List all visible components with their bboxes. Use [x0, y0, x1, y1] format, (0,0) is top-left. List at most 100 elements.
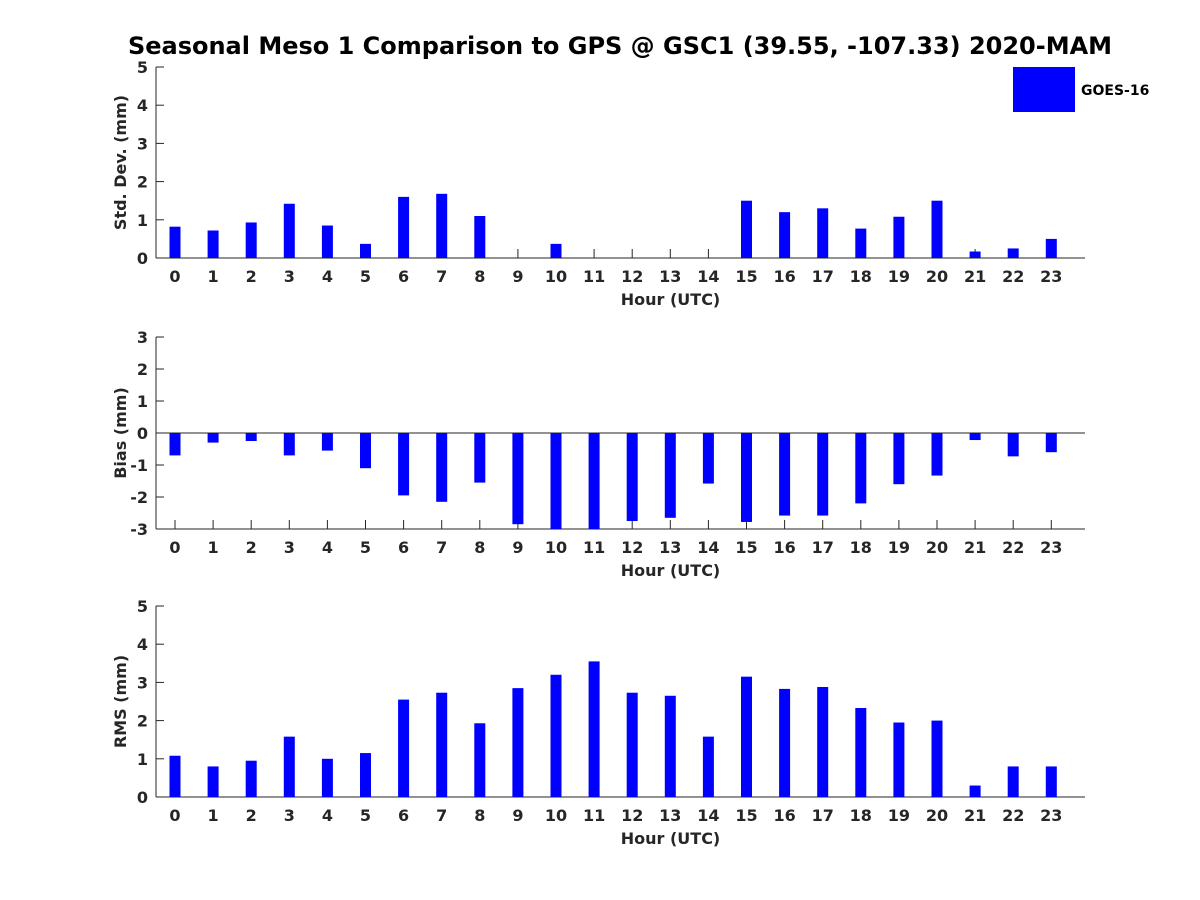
rms-x-tick-label: 7 — [436, 806, 447, 825]
std-dev-x-tick-label: 12 — [621, 267, 643, 286]
rms-bar — [512, 688, 524, 797]
std-dev-bar — [741, 200, 752, 258]
std-dev-x-tick-label: 20 — [926, 267, 948, 286]
std-dev-x-tick-label: 6 — [398, 267, 409, 286]
rms-x-tick-label: 10 — [545, 806, 567, 825]
bias-bar — [1007, 433, 1019, 457]
std-dev-y-tick-label: 2 — [137, 173, 148, 192]
bias-x-axis-label: Hour (UTC) — [621, 561, 721, 580]
rms-bar — [245, 760, 257, 797]
bias-bar — [169, 433, 181, 456]
rms-bar — [474, 723, 486, 797]
bias-x-tick-label: 14 — [697, 538, 719, 557]
rms-x-tick-label: 19 — [888, 806, 910, 825]
bias-bar — [741, 433, 752, 522]
bias-bar — [626, 433, 638, 521]
std-dev-bar — [321, 225, 333, 258]
rms-x-tick-label: 4 — [322, 806, 333, 825]
bias-x-tick-label: 0 — [169, 538, 180, 557]
std-dev-y-tick-label: 5 — [137, 58, 148, 77]
std-dev-bar — [1007, 248, 1019, 258]
rms-y-axis-label: RMS (mm) — [111, 655, 130, 748]
bias-x-tick-label: 1 — [208, 538, 219, 557]
bias-bar — [550, 433, 562, 529]
std-dev-x-tick-label: 23 — [1040, 267, 1062, 286]
rms-x-tick-label: 5 — [360, 806, 371, 825]
bias-x-tick-label: 4 — [322, 538, 333, 557]
std-dev-x-tick-label: 1 — [208, 267, 219, 286]
std-dev-x-tick-label: 10 — [545, 267, 567, 286]
bias-y-tick-label: -2 — [130, 488, 148, 507]
bias-bar — [360, 433, 371, 469]
bias-bar — [283, 433, 295, 456]
bias-y-tick-label: 0 — [137, 424, 148, 443]
rms-x-axis-label: Hour (UTC) — [621, 829, 721, 848]
std-dev-x-tick-label: 14 — [697, 267, 719, 286]
bias-x-tick-label: 5 — [360, 538, 371, 557]
figure-title: Seasonal Meso 1 Comparison to GPS @ GSC1… — [128, 32, 1112, 60]
rms-x-tick-label: 21 — [964, 806, 986, 825]
rms-bar — [931, 720, 943, 797]
std-dev-y-tick-label: 3 — [137, 134, 148, 153]
std-dev-y-tick-label: 0 — [137, 249, 148, 268]
bias-bar — [588, 433, 600, 529]
rms-x-tick-label: 20 — [926, 806, 948, 825]
bias-x-tick-label: 17 — [812, 538, 834, 557]
bias-x-tick-label: 9 — [512, 538, 523, 557]
bias-x-tick-label: 2 — [246, 538, 257, 557]
rms-bar — [1045, 766, 1057, 797]
std-dev-y-axis-label: Std. Dev. (mm) — [111, 95, 130, 230]
rms-x-tick-label: 3 — [284, 806, 295, 825]
rms-y-tick-label: 3 — [137, 673, 148, 692]
std-dev-x-tick-label: 16 — [773, 267, 795, 286]
rms-bar — [550, 674, 562, 797]
bias-x-tick-label: 10 — [545, 538, 567, 557]
bias-y-tick-label: -1 — [130, 456, 148, 475]
rms-x-tick-label: 16 — [773, 806, 795, 825]
legend-swatch — [1013, 67, 1075, 112]
bias-y-tick-label: 1 — [137, 392, 148, 411]
std-dev-x-tick-label: 22 — [1002, 267, 1024, 286]
rms-x-tick-label: 1 — [208, 806, 219, 825]
rms-bar — [969, 785, 981, 797]
rms-bar — [360, 753, 371, 797]
bias-x-tick-label: 18 — [850, 538, 872, 557]
bias-bar — [207, 433, 219, 443]
std-dev-x-tick-label: 17 — [812, 267, 834, 286]
bias-x-tick-label: 8 — [474, 538, 485, 557]
std-dev-x-tick-label: 8 — [474, 267, 485, 286]
std-dev-bar — [245, 222, 257, 258]
rms-y-tick-label: 0 — [137, 788, 148, 807]
rms-y-tick-label: 2 — [137, 712, 148, 731]
bias-bar — [321, 433, 333, 451]
std-dev-bar — [969, 251, 981, 258]
bias-bar — [779, 433, 791, 516]
bias-x-tick-label: 3 — [284, 538, 295, 557]
std-dev-bar — [1045, 238, 1057, 258]
bias-y-tick-label: 2 — [137, 360, 148, 379]
std-dev-bar — [207, 230, 219, 258]
bias-x-tick-label: 6 — [398, 538, 409, 557]
std-dev-bar — [893, 216, 905, 258]
rms-bar — [817, 686, 829, 797]
rms-x-tick-label: 11 — [583, 806, 605, 825]
rms-x-tick-label: 2 — [246, 806, 257, 825]
std-dev-x-axis-label: Hour (UTC) — [621, 290, 721, 309]
rms-bar — [626, 692, 638, 797]
rms-y-tick-label: 4 — [137, 635, 148, 654]
rms-bar — [321, 758, 333, 797]
rms-x-tick-label: 9 — [512, 806, 523, 825]
std-dev-x-tick-label: 5 — [360, 267, 371, 286]
rms-x-tick-label: 0 — [169, 806, 180, 825]
bias-bar — [398, 433, 410, 496]
rms-y-tick-label: 5 — [137, 597, 148, 616]
bias-x-tick-label: 15 — [735, 538, 757, 557]
rms-bar — [779, 688, 791, 797]
bias-bar — [702, 433, 714, 484]
bias-x-tick-label: 13 — [659, 538, 681, 557]
bias-bar — [245, 433, 257, 441]
rms-y-tick-label: 1 — [137, 750, 148, 769]
